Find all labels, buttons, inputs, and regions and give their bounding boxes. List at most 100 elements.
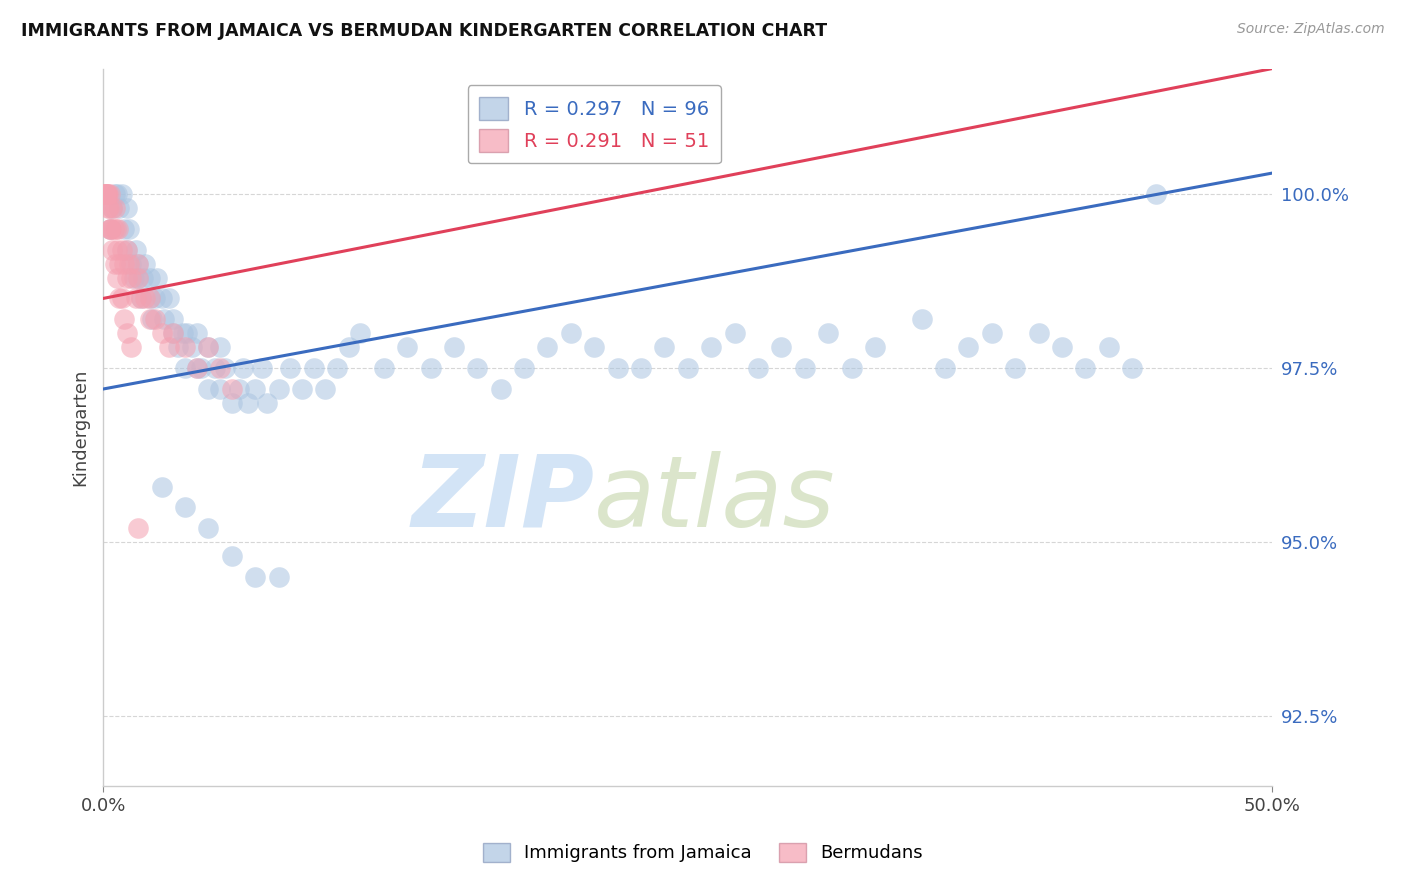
- Point: [209, 361, 232, 376]
- Point: [94, 186, 117, 201]
- Point: [228, 382, 250, 396]
- Point: [1074, 361, 1097, 376]
- Point: [606, 361, 628, 376]
- Point: [190, 361, 212, 376]
- Point: [105, 243, 128, 257]
- Point: [125, 292, 148, 306]
- Point: [256, 396, 278, 410]
- Point: [100, 221, 122, 235]
- Point: [1121, 361, 1143, 376]
- Point: [112, 312, 135, 326]
- Point: [172, 326, 194, 341]
- Point: [129, 292, 152, 306]
- Point: [186, 361, 208, 376]
- Point: [957, 340, 980, 354]
- Point: [236, 396, 259, 410]
- Point: [105, 186, 128, 201]
- Point: [162, 312, 184, 326]
- Point: [863, 340, 886, 354]
- Point: [115, 243, 138, 257]
- Point: [103, 221, 125, 235]
- Point: [243, 570, 266, 584]
- Point: [105, 270, 128, 285]
- Point: [186, 361, 208, 376]
- Point: [139, 270, 162, 285]
- Point: [120, 270, 142, 285]
- Point: [326, 361, 349, 376]
- Point: [112, 257, 135, 271]
- Point: [654, 340, 676, 354]
- Point: [108, 257, 131, 271]
- Point: [108, 201, 131, 215]
- Point: [250, 361, 273, 376]
- Point: [132, 270, 155, 285]
- Point: [97, 201, 120, 215]
- Point: [93, 186, 115, 201]
- Point: [396, 340, 419, 354]
- Point: [1004, 361, 1026, 376]
- Point: [817, 326, 839, 341]
- Point: [115, 243, 138, 257]
- Point: [197, 521, 219, 535]
- Point: [150, 292, 173, 306]
- Point: [700, 340, 723, 354]
- Point: [139, 292, 162, 306]
- Point: [108, 292, 131, 306]
- Point: [97, 186, 120, 201]
- Point: [513, 361, 536, 376]
- Point: [911, 312, 934, 326]
- Point: [104, 201, 127, 215]
- Point: [153, 312, 176, 326]
- Point: [1098, 340, 1121, 354]
- Point: [112, 221, 135, 235]
- Point: [747, 361, 769, 376]
- Point: [302, 361, 325, 376]
- Point: [157, 340, 180, 354]
- Point: [221, 396, 243, 410]
- Point: [111, 292, 134, 306]
- Point: [125, 243, 148, 257]
- Point: [465, 361, 488, 376]
- Point: [115, 270, 138, 285]
- Text: ZIP: ZIP: [412, 450, 595, 548]
- Point: [118, 221, 141, 235]
- Point: [118, 257, 141, 271]
- Point: [98, 221, 121, 235]
- Point: [197, 340, 219, 354]
- Point: [243, 382, 266, 396]
- Point: [150, 326, 173, 341]
- Point: [127, 270, 149, 285]
- Point: [204, 361, 226, 376]
- Point: [122, 270, 145, 285]
- Point: [127, 257, 149, 271]
- Point: [111, 243, 134, 257]
- Point: [157, 292, 180, 306]
- Point: [127, 521, 149, 535]
- Point: [120, 340, 142, 354]
- Point: [793, 361, 815, 376]
- Point: [197, 340, 219, 354]
- Point: [314, 382, 336, 396]
- Point: [139, 312, 162, 326]
- Point: [214, 361, 236, 376]
- Point: [221, 549, 243, 564]
- Point: [104, 186, 127, 201]
- Point: [134, 292, 156, 306]
- Point: [841, 361, 863, 376]
- Point: [129, 292, 152, 306]
- Text: IMMIGRANTS FROM JAMAICA VS BERMUDAN KINDERGARTEN CORRELATION CHART: IMMIGRANTS FROM JAMAICA VS BERMUDAN KIND…: [21, 22, 827, 40]
- Point: [96, 186, 118, 201]
- Point: [162, 326, 184, 341]
- Point: [232, 361, 254, 376]
- Point: [104, 221, 127, 235]
- Point: [560, 326, 582, 341]
- Point: [536, 340, 558, 354]
- Point: [107, 221, 129, 235]
- Point: [373, 361, 395, 376]
- Point: [174, 500, 197, 515]
- Point: [96, 186, 118, 201]
- Point: [111, 186, 134, 201]
- Point: [934, 361, 956, 376]
- Point: [98, 221, 121, 235]
- Point: [197, 382, 219, 396]
